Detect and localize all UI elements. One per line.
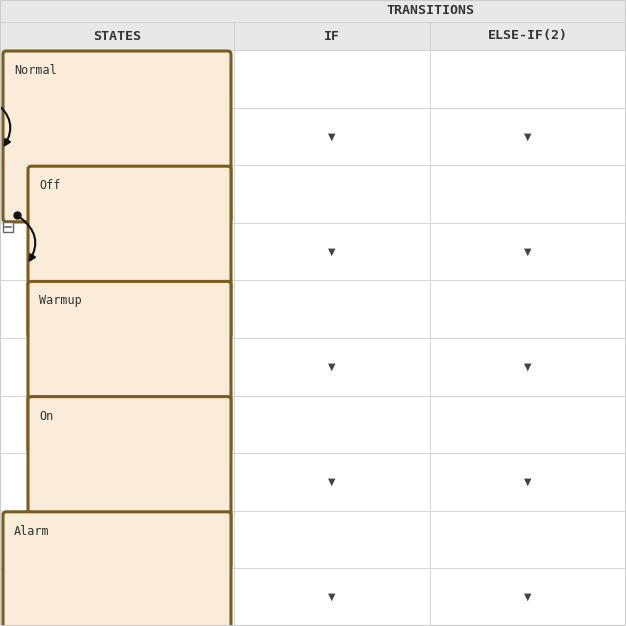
Text: ELSE-IF(2): ELSE-IF(2) <box>488 29 568 43</box>
Bar <box>0 453 234 511</box>
Bar <box>234 453 430 511</box>
Bar <box>430 165 626 223</box>
Text: ▼: ▼ <box>524 247 531 257</box>
Text: ▼: ▼ <box>328 131 336 141</box>
Text: Alarm: Alarm <box>14 525 49 538</box>
FancyBboxPatch shape <box>3 51 231 222</box>
Text: Off: Off <box>39 179 60 192</box>
Bar <box>430 453 626 511</box>
Bar <box>430 280 626 338</box>
Text: ▼: ▼ <box>328 362 336 372</box>
Text: STATES: STATES <box>93 29 141 43</box>
Text: ▼: ▼ <box>328 592 336 602</box>
FancyBboxPatch shape <box>28 282 231 452</box>
FancyBboxPatch shape <box>28 397 231 567</box>
Text: On: On <box>39 409 53 423</box>
Bar <box>234 108 430 165</box>
Bar <box>234 223 430 280</box>
FancyBboxPatch shape <box>28 166 231 337</box>
Bar <box>0 108 234 165</box>
Bar <box>0 22 234 50</box>
Bar <box>234 511 430 568</box>
Bar <box>0 280 234 338</box>
Bar <box>0 396 234 453</box>
Text: ▼: ▼ <box>328 247 336 257</box>
Bar <box>234 50 430 108</box>
Bar <box>3 222 13 232</box>
Text: Warmup: Warmup <box>39 294 82 307</box>
Text: TRANSITIONS: TRANSITIONS <box>386 4 474 18</box>
Bar <box>430 511 626 568</box>
Text: ▼: ▼ <box>524 592 531 602</box>
Text: ▼: ▼ <box>524 362 531 372</box>
Bar <box>430 396 626 453</box>
Bar <box>0 223 234 280</box>
Bar <box>430 50 626 108</box>
Text: IF: IF <box>324 29 340 43</box>
Bar <box>430 22 626 50</box>
Bar <box>234 338 430 396</box>
Bar <box>234 22 430 50</box>
FancyBboxPatch shape <box>3 512 231 626</box>
Bar <box>0 338 234 396</box>
Text: ▼: ▼ <box>524 477 531 487</box>
Bar <box>234 165 430 223</box>
Text: Normal: Normal <box>14 64 57 77</box>
Bar <box>234 396 430 453</box>
Text: ▼: ▼ <box>524 131 531 141</box>
Bar <box>430 568 626 626</box>
Bar <box>0 165 234 223</box>
Bar <box>234 568 430 626</box>
Bar <box>0 511 234 568</box>
Bar <box>234 280 430 338</box>
Bar <box>430 223 626 280</box>
Bar <box>430 108 626 165</box>
Bar <box>430 338 626 396</box>
Bar <box>0 0 626 22</box>
Bar <box>0 50 234 108</box>
Text: ▼: ▼ <box>328 477 336 487</box>
Bar <box>0 568 234 626</box>
